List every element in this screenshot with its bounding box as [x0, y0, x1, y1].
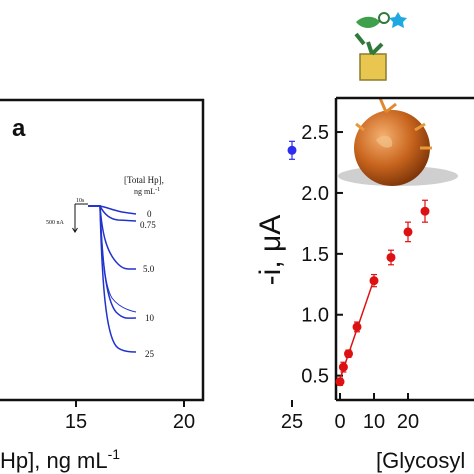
panel-b-y-tick-label-1: 1.0 [301, 305, 329, 327]
panel-b-point-7 [420, 206, 430, 216]
fluorophore-star-icon [389, 12, 407, 28]
capture-antibody-icon [378, 97, 397, 114]
panel-a-inset: [Total Hp], ng mL-1 10s 500 nA 0 0.75 [46, 175, 164, 359]
panel-a-x-tick-label-1: 20 [173, 411, 195, 433]
bead-surface-mark-icon [376, 135, 393, 148]
panel-b-y-tick-label-2: 1.5 [301, 244, 329, 266]
trace-label-0: 0 [147, 209, 152, 219]
panel-b-x-tick-label-2: 20 [397, 411, 419, 433]
trace-25 [88, 205, 137, 353]
panel-a-x-tick-label-0: 15 [65, 411, 87, 433]
panel-b-point-6 [403, 227, 413, 237]
trace-label-10: 10 [145, 313, 155, 323]
current-scale-arrow [72, 227, 78, 233]
haptoglobin-antigen-icon [359, 53, 387, 81]
panel-a-points [287, 140, 297, 160]
panel-a-x-ticks: 15 20 25 [65, 400, 303, 433]
time-scale-label: 10s [76, 198, 85, 204]
panel-b-y-tick-label-3: 2.0 [301, 183, 329, 205]
trace-5 [88, 205, 137, 270]
panel-b-point-2 [344, 349, 353, 359]
label-ring-icon [378, 12, 390, 24]
inset-legend-title-line1: [Total Hp], [124, 175, 164, 185]
bead-antibody-small-icon [355, 122, 432, 150]
panel-a-point-0 [287, 145, 297, 155]
detection-antibody-icon [354, 32, 384, 56]
inset-scale-bars: 10s 500 nA [46, 198, 88, 233]
magnetic-bead-icon [354, 110, 430, 186]
sensor-bead-illustration [338, 12, 458, 186]
enzyme-label-icon [356, 16, 380, 28]
inset-traces [88, 205, 137, 353]
trace-0 [88, 205, 137, 215]
panel-b-point-5 [386, 252, 396, 262]
panel-a-frame [0, 98, 205, 402]
panel-b-y-tick-label-0: 0.5 [301, 366, 329, 388]
panel-a: a 15 20 25 Hp], ng mL-1 [Total Hp], ng mL-… [0, 98, 303, 473]
trace-label-25: 25 [145, 349, 155, 359]
trace-10 [88, 205, 137, 319]
trace-label-0.75: 0.75 [140, 220, 156, 230]
panel-b-y-tick-label-4: 2.5 [301, 122, 329, 144]
panel-a-letter: a [12, 115, 26, 142]
panel-b-x-ticks: 0 10 20 [334, 393, 419, 433]
panel-b-points [335, 199, 430, 387]
current-scale-label: 500 nA [46, 220, 65, 226]
trace-25-overlay [99, 205, 137, 313]
panel-b-x-tick-label-1: 10 [363, 411, 385, 433]
panel-b: 0.5 1.0 1.5 2.0 2.5 0 10 20 -i, μA [Glycosyl [254, 12, 474, 473]
panel-b-y-axis-label: -i, μA [254, 215, 287, 286]
panel-b-point-4 [369, 276, 379, 286]
panel-a-x-tick-label-2: 25 [281, 411, 303, 433]
panel-b-point-3 [352, 322, 362, 332]
inset-legend-title-line2: ng mL-1 [134, 187, 160, 196]
trace-label-5: 5.0 [143, 264, 155, 274]
panel-a-x-axis-label: Hp], ng mL-1 [0, 446, 120, 473]
panel-b-x-axis-label: [Glycosyl [376, 448, 465, 473]
panel-b-point-1 [338, 362, 348, 372]
inset-trace-labels: 0 0.75 5.0 10 25 [140, 209, 156, 359]
panel-b-y-ticks: 0.5 1.0 1.5 2.0 2.5 [301, 122, 343, 388]
panel-b-x-tick-label-0: 0 [334, 411, 345, 433]
panel-b-point-0 [335, 377, 345, 387]
